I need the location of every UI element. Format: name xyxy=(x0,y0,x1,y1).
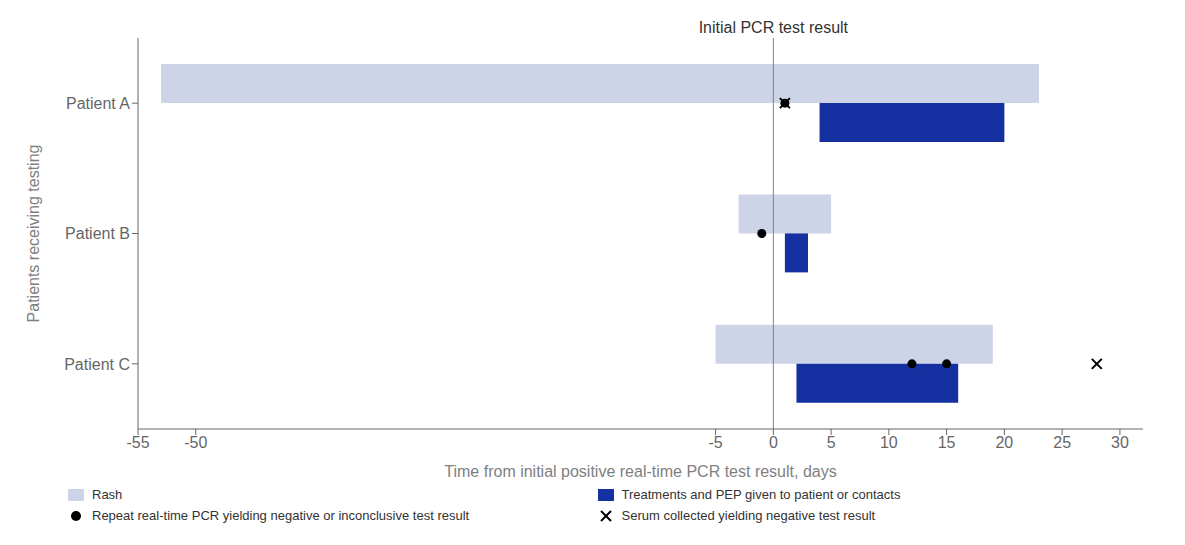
svg-text:Patient B: Patient B xyxy=(65,225,130,242)
svg-text:Time from initial positive rea: Time from initial positive real-time PCR… xyxy=(444,463,836,480)
svg-text:-50: -50 xyxy=(184,434,207,451)
html-text:Rash: Rash xyxy=(92,487,123,502)
svg-text:30: 30 xyxy=(1111,434,1129,451)
svg-text:Initial PCR test result: Initial PCR test result xyxy=(699,19,849,36)
html-text:Repeat real-time PCR yielding: Repeat real-time PCR yielding negative o… xyxy=(92,508,470,523)
svg-text:Patient C: Patient C xyxy=(64,356,130,373)
svg-text:5: 5 xyxy=(827,434,836,451)
html-text:Serum collected yielding negat: Serum collected yielding negative test r… xyxy=(621,508,876,523)
svg-text:-5: -5 xyxy=(708,434,722,451)
svg-text:Patient A: Patient A xyxy=(66,95,130,112)
svg-text:-55: -55 xyxy=(126,434,149,451)
svg-text:0: 0 xyxy=(769,434,778,451)
svg-text:20: 20 xyxy=(995,434,1013,451)
svg-text:25: 25 xyxy=(1053,434,1071,451)
svg-text:15: 15 xyxy=(938,434,956,451)
html-text:Treatments and PEP given to pa: Treatments and PEP given to patient or c… xyxy=(621,487,901,502)
svg-text:10: 10 xyxy=(880,434,898,451)
svg-text:Patients receiving testing: Patients receiving testing xyxy=(25,145,42,323)
